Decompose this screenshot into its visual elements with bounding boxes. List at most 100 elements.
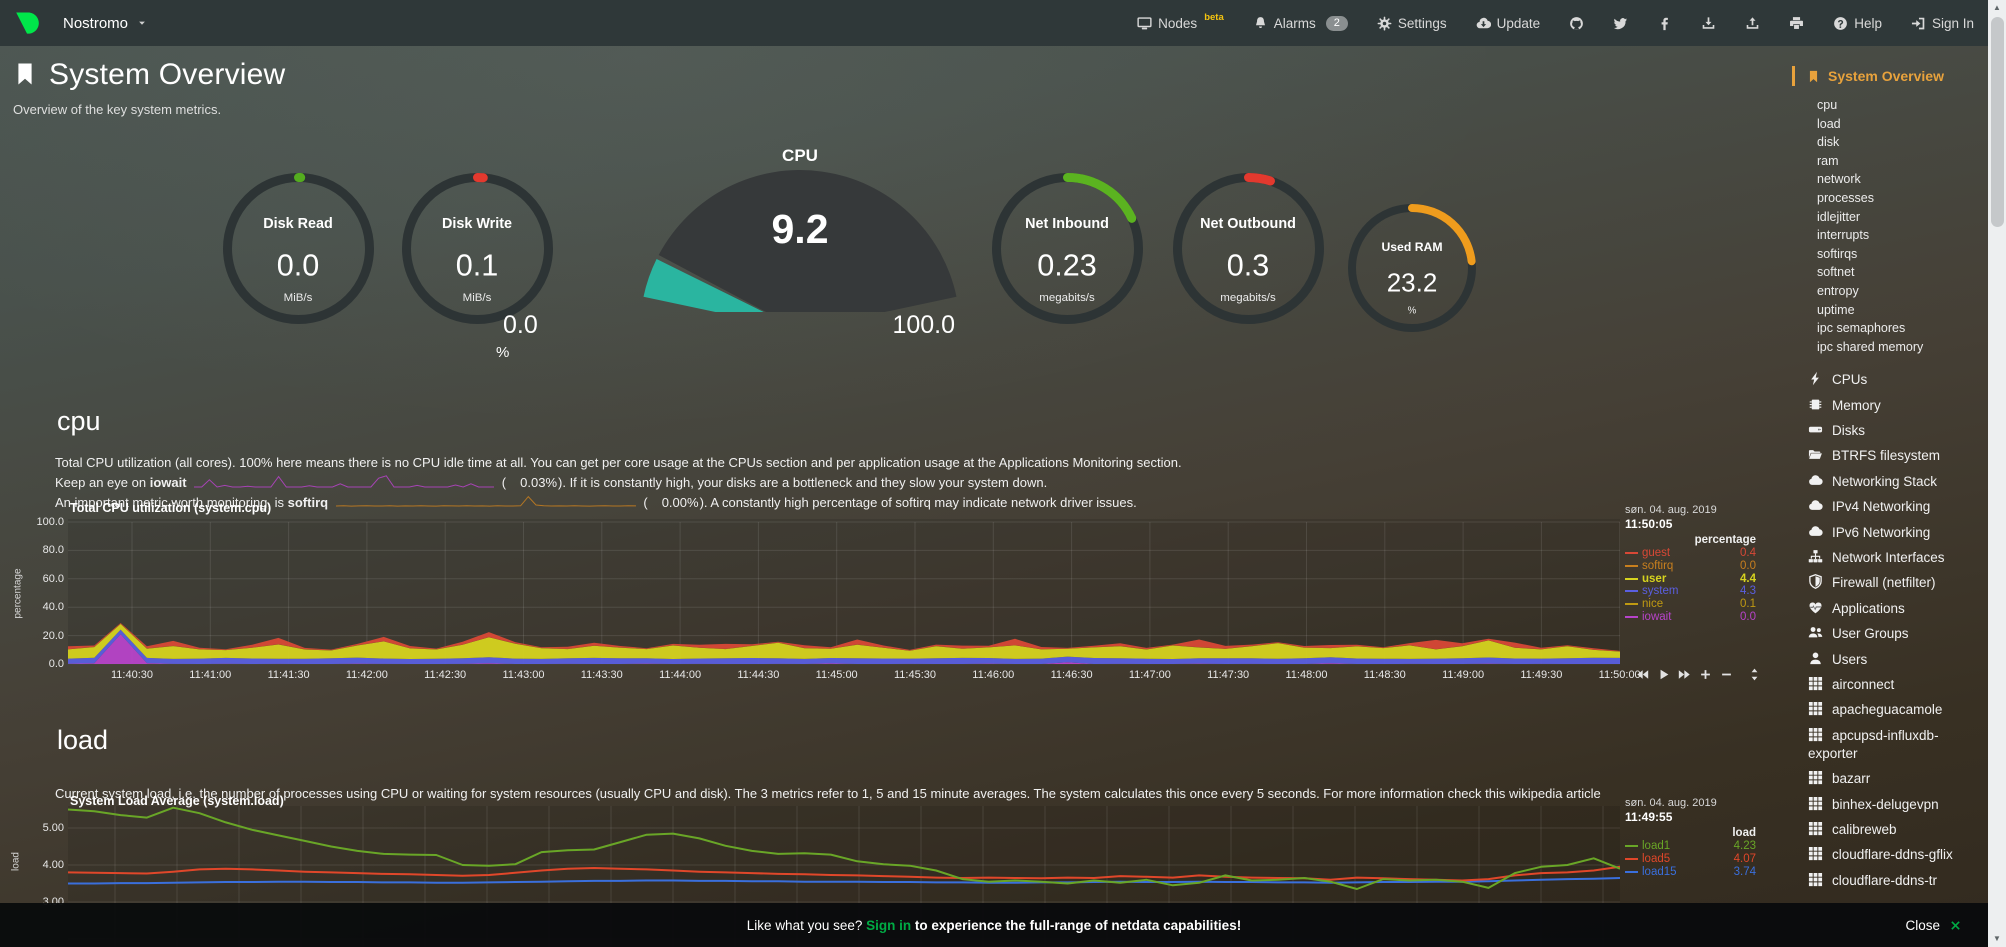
banner-close-button[interactable]: Close (1905, 918, 1962, 933)
nav-settings[interactable]: Settings (1377, 16, 1447, 31)
cloud-icon (1808, 524, 1823, 539)
nav-github[interactable] (1569, 16, 1584, 31)
pan-left-button[interactable] (1636, 668, 1649, 681)
nav-tray-upload[interactable] (1745, 16, 1760, 31)
legend-row-softirq[interactable]: softirq 0.0 (1625, 560, 1756, 573)
gauge-net-outbound[interactable]: Net Outbound 0.3 megabits/s (1172, 172, 1325, 325)
nav-label: Settings (1397, 15, 1447, 31)
sidebar-item-btrfs-filesystem[interactable]: BTRFS filesystem (1808, 447, 1984, 465)
cpu-ytick: 0.0 (48, 658, 64, 670)
legend-row-load1[interactable]: load1 4.23 (1625, 840, 1756, 853)
cpu-xtick: 11:49:00 (1442, 669, 1485, 681)
th-icon (1808, 701, 1823, 716)
nav-help[interactable]: Help (1833, 16, 1882, 31)
sidebar-item-firewall-netfilter-[interactable]: Firewall (netfilter) (1808, 574, 1984, 592)
sidebar-item-ram[interactable]: ram (1817, 153, 1839, 168)
cpu-xtick: 11:44:00 (659, 669, 702, 681)
zoom-in-button[interactable] (1699, 668, 1712, 681)
legend-series-value: 4.4 (1740, 572, 1756, 585)
sidebar-item-ipv4-networking[interactable]: IPv4 Networking (1808, 498, 1984, 516)
sidebar-item-entropy[interactable]: entropy (1817, 283, 1859, 298)
zoom-out-button[interactable] (1720, 668, 1733, 681)
sidebar-item-interrupts[interactable]: interrupts (1817, 228, 1870, 243)
sidebar-item-system-overview[interactable]: System Overview (1792, 66, 1990, 86)
scrollbar-thumb[interactable] (1990, 17, 2004, 227)
sidebar-item-airconnect[interactable]: airconnect (1808, 676, 1984, 694)
signin-banner: Like what you see? Sign in to experience… (0, 903, 1988, 947)
gauge-unit: MiB/s (283, 292, 313, 305)
sidebar-item-cloudflare-ddns-tr[interactable]: cloudflare-ddns-tr (1808, 872, 1984, 890)
sidebar-item-softirqs[interactable]: softirqs (1817, 246, 1858, 261)
sidebar-item-uptime[interactable]: uptime (1817, 302, 1855, 317)
cpu-chart-plot[interactable] (68, 519, 1621, 665)
nav-facebook[interactable] (1657, 16, 1672, 31)
legend-row-guest[interactable]: guest 0.4 (1625, 547, 1756, 560)
gauge-unit: megabits/s (1039, 292, 1095, 305)
nav-nodes[interactable]: Nodes beta (1137, 12, 1224, 31)
cpu-chart-legend: søn. 04. aug. 2019 11:50:05 percentage g… (1625, 503, 1756, 623)
sidebar-item-bazarr[interactable]: bazarr (1808, 770, 1984, 788)
cpu-ytick: 40.0 (42, 601, 64, 614)
gauge-net-inbound[interactable]: Net Inbound 0.23 megabits/s (991, 172, 1144, 325)
pan-right-button[interactable] (1678, 668, 1691, 681)
scrollbar-down-arrow[interactable]: ▼ (1993, 934, 2001, 943)
legend-row-load15[interactable]: load15 3.74 (1625, 865, 1756, 878)
sidebar-item-memory[interactable]: Memory (1808, 397, 1984, 415)
legend-row-iowait[interactable]: iowait 0.0 (1625, 610, 1756, 623)
sidebar-item-load[interactable]: load (1817, 116, 1841, 131)
sidebar-item-user-groups[interactable]: User Groups (1808, 625, 1984, 643)
sidebar-item-users[interactable]: Users (1808, 651, 1984, 669)
sidebar-item-applications[interactable]: Applications (1808, 600, 1984, 618)
sign-in-link[interactable]: Sign in (866, 917, 912, 933)
sidebar-item-apcupsd-influxdb-exporter[interactable]: apcupsd-influxdb-exporter (1808, 727, 1939, 761)
play-button[interactable] (1657, 668, 1670, 681)
sidebar-item-network[interactable]: network (1817, 172, 1861, 187)
cpu-legend-date: søn. 04. aug. 2019 (1625, 504, 1717, 516)
legend-row-load5[interactable]: load5 4.07 (1625, 853, 1756, 866)
legend-row-user[interactable]: user 4.4 (1625, 572, 1756, 585)
facebook-icon (1657, 16, 1672, 31)
scrollbar-up-arrow[interactable]: ▲ (1993, 3, 2001, 12)
sidebar-item-cpu[interactable]: cpu (1817, 98, 1838, 112)
legend-row-system[interactable]: system 4.3 (1625, 585, 1756, 598)
sidebar-item-binhex-delugevpn[interactable]: binhex-delugevpn (1808, 796, 1984, 814)
sidebar-item-ipc-shared-memory[interactable]: ipc shared memory (1817, 339, 1924, 354)
sidebar-item-apacheguacamole[interactable]: apacheguacamole (1808, 701, 1984, 719)
gauge-disk-read[interactable]: Disk Read 0.0 MiB/s (222, 172, 375, 325)
nav-update[interactable]: Update (1476, 16, 1540, 31)
sidebar-item-cpus[interactable]: CPUs (1808, 371, 1984, 389)
gauge-value: 0.3 (1226, 248, 1270, 283)
cloud-download-icon (1476, 16, 1491, 31)
paren: ( (501, 475, 507, 490)
cpu-xtick: 11:43:30 (580, 669, 623, 681)
sidebar-item-ipc-semaphores[interactable]: ipc semaphores (1817, 321, 1906, 336)
gauge-used-ram[interactable]: Used RAM 23.2% (1347, 203, 1477, 333)
gauge-disk-write[interactable]: Disk Write 0.1 MiB/s (401, 172, 554, 325)
legend-series-value: 4.23 (1733, 840, 1756, 853)
sidebar-item-calibreweb[interactable]: calibreweb (1808, 821, 1984, 839)
nav-alarms[interactable]: Alarms 2 (1253, 15, 1348, 31)
legend-series-value: 4.3 (1740, 585, 1756, 598)
sidebar-item-idlejitter[interactable]: idlejitter (1817, 209, 1861, 224)
nav-sign-in[interactable]: Sign In (1911, 16, 1974, 31)
sidebar-item-processes[interactable]: processes (1817, 190, 1874, 205)
nav-tray-download[interactable] (1701, 16, 1716, 31)
legend-row-nice[interactable]: nice 0.1 (1625, 598, 1756, 611)
legend-series-value: 3.74 (1733, 865, 1756, 878)
gauge-cpu[interactable] (640, 140, 960, 312)
cpu-chart-resize-handle[interactable] (1748, 668, 1761, 681)
cpu-xtick: 11:47:30 (1207, 669, 1250, 681)
sidebar-item-network-interfaces[interactable]: Network Interfaces (1808, 549, 1984, 567)
nav-printer[interactable] (1789, 16, 1804, 31)
load-ytick: 5.00 (42, 822, 64, 834)
page-scrollbar[interactable]: ▲ ▼ (1988, 0, 2006, 947)
nav-twitter[interactable] (1613, 16, 1628, 31)
sidebar-item-softnet[interactable]: softnet (1817, 265, 1855, 280)
sidebar-item-networking-stack[interactable]: Networking Stack (1808, 473, 1984, 491)
sidebar-item-ipv6-networking[interactable]: IPv6 Networking (1808, 524, 1984, 542)
sidebar-item-cloudflare-ddns-gflix[interactable]: cloudflare-ddns-gflix (1808, 846, 1984, 864)
legend-series-value: 0.1 (1740, 598, 1756, 611)
sidebar-item-disks[interactable]: Disks (1808, 422, 1984, 440)
node-selector[interactable]: Nostromo (0, 0, 159, 46)
sidebar-item-disk[interactable]: disk (1817, 135, 1840, 150)
